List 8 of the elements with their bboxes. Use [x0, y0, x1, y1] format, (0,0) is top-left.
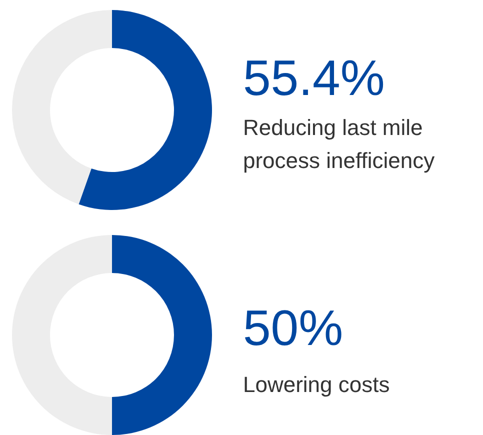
donut-slice [78, 10, 212, 210]
slice-label: Lowering costs [243, 372, 390, 397]
slice-label: Reducing last mile process inefficiency [243, 115, 435, 173]
donut-slice [12, 235, 112, 435]
donut-slice [12, 10, 112, 204]
donut-slice [112, 235, 212, 435]
data-label: 55.4% [243, 50, 385, 106]
data-label: 50% [243, 300, 344, 356]
